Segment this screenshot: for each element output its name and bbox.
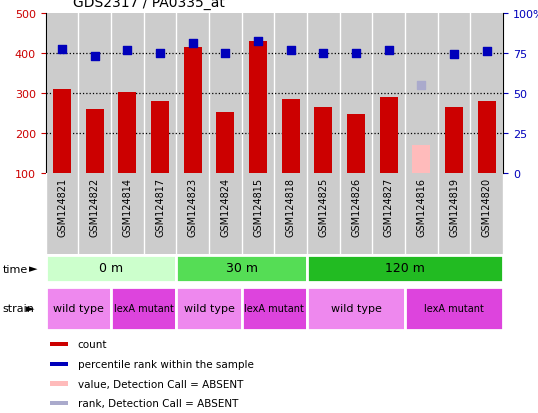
Point <box>58 47 66 54</box>
Point <box>450 52 458 58</box>
Text: wild type: wild type <box>53 303 104 313</box>
Bar <box>111 14 144 173</box>
Text: 30 m: 30 m <box>226 262 258 275</box>
Bar <box>282 100 300 173</box>
Text: 120 m: 120 m <box>385 262 425 275</box>
Text: GSM124825: GSM124825 <box>318 178 328 237</box>
Text: GSM124826: GSM124826 <box>351 178 361 237</box>
Text: GDS2317 / PA0335_at: GDS2317 / PA0335_at <box>73 0 224 10</box>
Bar <box>184 48 202 173</box>
Text: 0 m: 0 m <box>99 262 123 275</box>
Text: GSM124823: GSM124823 <box>188 178 198 237</box>
Bar <box>314 108 332 173</box>
Bar <box>51 342 68 347</box>
Point <box>319 51 328 57</box>
Bar <box>413 146 430 173</box>
Bar <box>176 287 242 330</box>
Text: lexA mutant: lexA mutant <box>114 303 174 313</box>
Bar <box>274 14 307 173</box>
Bar <box>307 287 405 330</box>
Point <box>123 48 132 55</box>
Bar <box>176 14 209 173</box>
Point <box>221 51 230 57</box>
Text: GSM124822: GSM124822 <box>90 178 100 237</box>
Bar <box>53 90 71 173</box>
Bar <box>249 42 267 173</box>
Bar <box>46 256 176 282</box>
Bar <box>380 98 398 173</box>
Bar <box>79 14 111 173</box>
Text: ►: ► <box>26 304 34 314</box>
Bar <box>51 362 68 366</box>
Bar <box>405 14 438 173</box>
Text: lexA mutant: lexA mutant <box>244 303 305 313</box>
Text: GSM124827: GSM124827 <box>384 178 394 237</box>
Text: GSM124821: GSM124821 <box>57 178 67 237</box>
Bar <box>242 14 274 173</box>
Bar <box>151 102 169 173</box>
Point <box>90 54 99 60</box>
Point <box>188 41 197 47</box>
Text: rank, Detection Call = ABSENT: rank, Detection Call = ABSENT <box>78 398 238 408</box>
Text: GSM124819: GSM124819 <box>449 178 459 236</box>
Bar <box>86 110 104 173</box>
Text: GSM124814: GSM124814 <box>122 178 132 236</box>
Bar <box>46 14 79 173</box>
Point <box>286 48 295 55</box>
Text: GSM124817: GSM124817 <box>155 178 165 237</box>
Text: ►: ► <box>29 264 37 274</box>
Bar <box>478 102 495 173</box>
Point <box>156 51 165 57</box>
Bar <box>339 14 372 173</box>
Text: value, Detection Call = ABSENT: value, Detection Call = ABSENT <box>78 379 243 389</box>
Bar <box>242 287 307 330</box>
Point <box>254 38 263 45</box>
Text: GSM124824: GSM124824 <box>221 178 230 237</box>
Bar <box>372 14 405 173</box>
Text: wild type: wild type <box>331 303 381 313</box>
Point <box>352 51 360 57</box>
Text: strain: strain <box>3 304 34 314</box>
Text: lexA mutant: lexA mutant <box>424 303 484 313</box>
Bar <box>307 14 339 173</box>
Bar <box>144 14 176 173</box>
Text: GSM124818: GSM124818 <box>286 178 296 236</box>
Bar <box>470 14 503 173</box>
Point <box>417 83 426 89</box>
Text: GSM124816: GSM124816 <box>416 178 427 236</box>
Point <box>384 48 393 55</box>
Text: percentile rank within the sample: percentile rank within the sample <box>78 359 253 369</box>
Text: GSM124815: GSM124815 <box>253 178 263 237</box>
Bar <box>111 287 176 330</box>
Text: time: time <box>3 264 28 274</box>
Bar <box>118 93 136 173</box>
Bar <box>176 256 307 282</box>
Bar <box>51 401 68 405</box>
Bar <box>307 256 503 282</box>
Text: wild type: wild type <box>183 303 235 313</box>
Text: count: count <box>78 339 107 349</box>
Bar <box>216 113 235 173</box>
Bar <box>51 382 68 386</box>
Bar <box>405 287 503 330</box>
Point <box>483 48 491 55</box>
Bar <box>438 14 470 173</box>
Bar <box>209 14 242 173</box>
Bar <box>347 115 365 173</box>
Text: GSM124820: GSM124820 <box>482 178 492 237</box>
Bar <box>46 287 111 330</box>
Bar <box>445 108 463 173</box>
